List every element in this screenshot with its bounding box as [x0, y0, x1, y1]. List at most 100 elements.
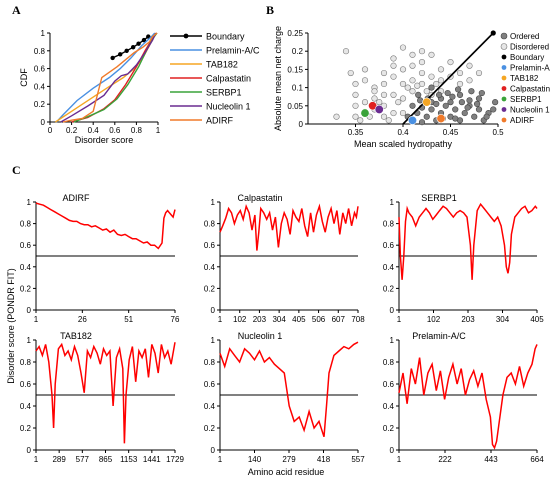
disordered-point	[352, 113, 359, 120]
y-tick-label: 0.4	[383, 263, 395, 272]
disordered-point	[418, 59, 426, 66]
x-tick-label: 1	[397, 315, 402, 324]
cdf-line-6	[62, 32, 158, 123]
subplot-title: Nucleolin 1	[238, 331, 283, 341]
disordered-point	[390, 109, 397, 117]
disordered-point	[390, 55, 397, 62]
disordered-point	[342, 48, 350, 55]
x-tick-label: 102	[427, 315, 441, 324]
ordered-point	[466, 97, 473, 104]
y-axis-label: Disorder score (PONDR FIT)	[6, 268, 16, 384]
ordered-point	[433, 100, 440, 108]
disordered-point	[390, 73, 397, 80]
legend-label: Ordered	[510, 32, 539, 41]
disordered-point	[447, 59, 454, 66]
disordered-point	[380, 69, 388, 77]
legend-label: TAB182	[206, 60, 238, 70]
x-tick-label: 102	[233, 315, 247, 324]
x-tick-label: 1	[34, 315, 39, 324]
ordered-point	[452, 115, 459, 122]
boundary-point	[118, 52, 123, 57]
ordered-point	[452, 106, 459, 113]
x-tick-label: 26	[78, 315, 87, 324]
x-tick-label: 664	[530, 455, 544, 464]
boundary-endpoint	[490, 30, 496, 36]
subplot-title: ADIRF	[63, 193, 91, 203]
y-axis-label: Absolute mean net charge	[273, 26, 283, 131]
y-tick-label: 0.6	[34, 65, 46, 74]
ordered-point	[464, 104, 471, 111]
x-axis-label: Mean scaled hydropathy	[354, 139, 453, 149]
y-tick-label: 0	[41, 118, 46, 127]
disorder-line	[398, 202, 538, 280]
x-tick-label: 418	[317, 455, 331, 464]
ordered-point	[471, 113, 478, 120]
y-tick-label: 0.1	[292, 84, 304, 93]
y-tick-label: 0.4	[20, 263, 32, 272]
disordered-point	[390, 62, 397, 69]
x-tick-label: 222	[438, 455, 452, 464]
boundary-point	[130, 45, 136, 50]
disorder-line	[219, 341, 359, 438]
x-tick-label: 0.6	[109, 126, 121, 135]
y-tick-label: 0.4	[34, 82, 46, 91]
subplot-title: SERBP1	[421, 193, 457, 203]
ordered-point	[418, 119, 426, 126]
legend-marker	[501, 107, 507, 112]
disordered-point	[409, 88, 416, 95]
x-tick-label: 0.4	[88, 126, 100, 135]
disordered-point	[361, 99, 369, 106]
x-axis-label: Disorder score	[75, 135, 134, 145]
disordered-point	[428, 51, 435, 58]
x-tick-label: 1441	[143, 455, 161, 464]
x-tick-label: 607	[332, 315, 346, 324]
y-tick-label: 0.6	[204, 241, 216, 250]
ordered-point	[447, 99, 454, 106]
x-tick-label: 0.2	[66, 126, 78, 135]
x-tick-label: 0.35	[348, 128, 364, 137]
disordered-point	[437, 66, 445, 73]
panel-label-b: B	[266, 3, 274, 17]
disordered-point	[418, 48, 426, 55]
legend-label: Disordered	[510, 43, 549, 52]
legend-marker	[500, 43, 508, 50]
disordered-point	[475, 69, 483, 77]
disordered-point	[399, 95, 407, 102]
x-tick-label: 557	[351, 455, 365, 464]
x-tick-label: 51	[124, 315, 133, 324]
x-tick-label: 1153	[120, 455, 138, 464]
disordered-point	[361, 66, 369, 73]
cdf-line-5	[60, 32, 157, 123]
disorder-line	[398, 344, 538, 450]
panel-c-disorder-profiles: 0 0.2 0.4 0.6 0.8 1 1 26 51 76 ADIRF 0 0.2 0.4 0.6 0.8 1…	[6, 193, 544, 477]
y-tick-label: 0.8	[20, 220, 32, 229]
disordered-point	[409, 62, 416, 69]
y-tick-label: 0.6	[383, 380, 395, 389]
y-tick-label: 0.6	[20, 241, 32, 250]
ordered-point	[428, 84, 435, 91]
x-tick-label: 405	[292, 315, 306, 324]
x-tick-label: 708	[351, 315, 365, 324]
y-tick-label: 0	[27, 446, 32, 455]
x-tick-label: 279	[282, 455, 296, 464]
y-tick-label: 1	[211, 198, 216, 207]
subplot-title: Calpastatin	[237, 193, 282, 203]
y-tick-label: 0.4	[20, 402, 32, 411]
ordered-point	[415, 91, 422, 98]
y-tick-label: 0	[390, 446, 395, 455]
boundary-point	[136, 41, 141, 46]
disordered-point	[399, 109, 407, 117]
ordered-point	[461, 109, 468, 117]
y-tick-label: 0.8	[383, 358, 395, 367]
disordered-point	[352, 91, 359, 98]
x-tick-label: 1	[34, 455, 39, 464]
y-tick-label: 0.8	[383, 220, 395, 229]
legend-label: Calpastatin	[206, 74, 251, 84]
ordered-point	[468, 88, 475, 95]
disordered-point	[433, 80, 440, 88]
disordered-point	[385, 117, 392, 124]
y-tick-label: 0	[27, 306, 32, 315]
x-axis-label: Amino acid residue	[248, 467, 325, 477]
x-tick-label: 1	[397, 455, 402, 464]
disordered-point	[456, 69, 464, 77]
